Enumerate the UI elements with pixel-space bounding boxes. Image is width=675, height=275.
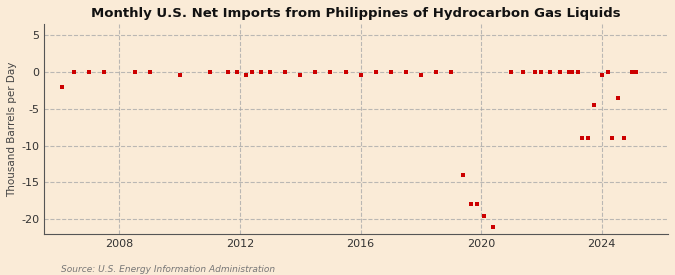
Point bbox=[530, 70, 541, 74]
Point bbox=[416, 73, 427, 78]
Point bbox=[400, 70, 411, 74]
Point bbox=[56, 84, 67, 89]
Point bbox=[488, 224, 499, 229]
Point bbox=[518, 70, 529, 74]
Point bbox=[99, 70, 110, 74]
Point bbox=[626, 70, 637, 74]
Point bbox=[554, 70, 565, 74]
Point bbox=[205, 70, 215, 74]
Point bbox=[596, 73, 607, 78]
Y-axis label: Thousand Barrels per Day: Thousand Barrels per Day bbox=[7, 61, 17, 197]
Point bbox=[506, 70, 516, 74]
Point bbox=[572, 70, 583, 74]
Point bbox=[325, 70, 336, 74]
Point bbox=[371, 70, 381, 74]
Point bbox=[589, 103, 599, 107]
Point bbox=[129, 70, 140, 74]
Point bbox=[431, 70, 441, 74]
Point bbox=[256, 70, 267, 74]
Point bbox=[174, 73, 185, 78]
Point bbox=[144, 70, 155, 74]
Point bbox=[246, 70, 257, 74]
Title: Monthly U.S. Net Imports from Philippines of Hydrocarbon Gas Liquids: Monthly U.S. Net Imports from Philippine… bbox=[91, 7, 621, 20]
Text: Source: U.S. Energy Information Administration: Source: U.S. Energy Information Administ… bbox=[61, 265, 275, 274]
Point bbox=[545, 70, 556, 74]
Point bbox=[310, 70, 321, 74]
Point bbox=[479, 213, 489, 218]
Point bbox=[465, 202, 476, 207]
Point bbox=[471, 202, 482, 207]
Point bbox=[536, 70, 547, 74]
Point bbox=[295, 73, 306, 78]
Point bbox=[69, 70, 80, 74]
Point bbox=[619, 136, 630, 140]
Point bbox=[613, 95, 624, 100]
Point bbox=[265, 70, 275, 74]
Point bbox=[583, 136, 593, 140]
Point bbox=[280, 70, 291, 74]
Point bbox=[232, 70, 242, 74]
Point bbox=[566, 70, 577, 74]
Point bbox=[458, 173, 468, 177]
Point bbox=[223, 70, 234, 74]
Point bbox=[84, 70, 95, 74]
Point bbox=[355, 73, 366, 78]
Point bbox=[602, 70, 613, 74]
Point bbox=[631, 70, 642, 74]
Point bbox=[241, 73, 252, 78]
Point bbox=[446, 70, 456, 74]
Point bbox=[563, 70, 574, 74]
Point bbox=[576, 136, 587, 140]
Point bbox=[385, 70, 396, 74]
Point bbox=[340, 70, 351, 74]
Point bbox=[607, 136, 618, 140]
